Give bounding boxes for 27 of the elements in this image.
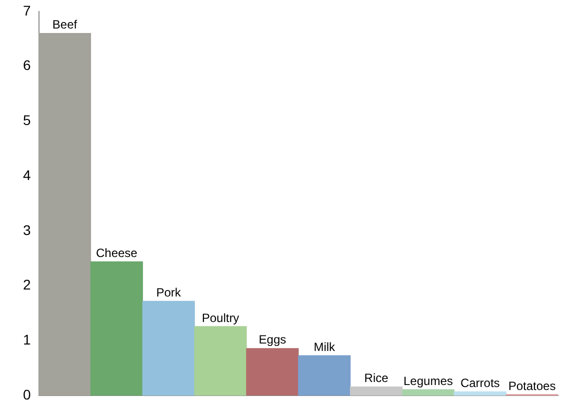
x-tick-label: Milk [314, 340, 336, 354]
x-tick-label: Eggs [258, 332, 286, 347]
x-tick-label: Rice [364, 371, 389, 386]
y-tick-label: 0 [22, 386, 31, 402]
y-tick-label: 4 [22, 166, 31, 183]
x-tick-label: Poultry [202, 310, 240, 325]
y-tick-label: 6 [22, 57, 31, 74]
y-tick-label: 2 [22, 276, 31, 293]
x-tick-label: Legumes [404, 374, 453, 388]
x-tick-label: Beef [52, 18, 78, 32]
bar [402, 389, 454, 396]
bar [90, 261, 143, 396]
bar [298, 355, 351, 396]
y-tick-label: 7 [22, 2, 31, 18]
y-tick-label: 1 [22, 332, 31, 348]
x-tick-label: Carrots [460, 376, 500, 390]
bar [454, 391, 506, 396]
bar [194, 326, 247, 396]
x-tick-label: Cheese [96, 246, 138, 260]
bar [38, 33, 92, 396]
x-tick-label: Pork [156, 286, 182, 300]
y-tick-label: 5 [22, 112, 31, 128]
x-tick-label: Potatoes [508, 378, 556, 393]
bar [350, 386, 403, 396]
bar [142, 300, 195, 396]
y-tick-label: 3 [22, 222, 31, 238]
bar [246, 348, 299, 396]
